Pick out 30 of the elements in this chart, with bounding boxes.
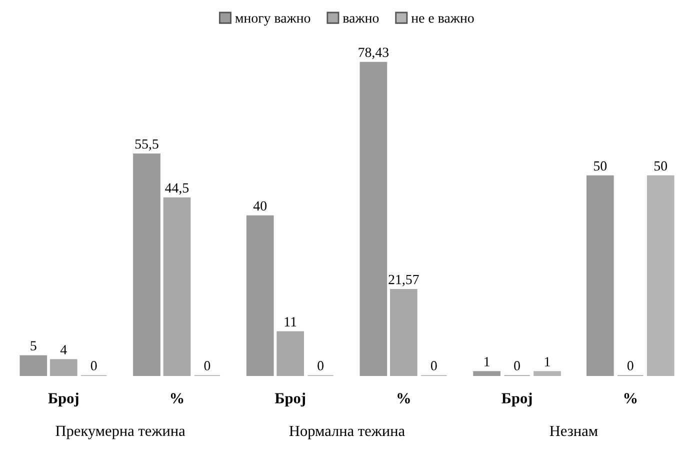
data-label: 0 bbox=[514, 361, 520, 370]
data-label: 0 bbox=[318, 361, 324, 370]
data-label: 50 bbox=[594, 161, 607, 171]
x-tick-label: Број bbox=[502, 392, 532, 407]
legend-label: важно bbox=[342, 16, 379, 23]
text: Прекумерна тежина bbox=[56, 426, 186, 440]
data-label: 4 bbox=[60, 345, 67, 354]
text: Незнам bbox=[550, 426, 598, 436]
x-tick-label: Број bbox=[274, 392, 306, 407]
x-tick-label: % bbox=[624, 393, 637, 404]
data-label: 11 bbox=[284, 317, 296, 326]
text: Нормална тежина bbox=[289, 426, 405, 440]
data-label: 0 bbox=[430, 361, 437, 370]
data-label: 44,5 bbox=[165, 183, 189, 195]
data-label: 50 bbox=[654, 161, 668, 171]
data-label: 40 bbox=[253, 201, 267, 211]
data-label: 0 bbox=[204, 361, 210, 370]
data-label: 55,5 bbox=[135, 139, 158, 151]
data-label: 21,57 bbox=[388, 274, 419, 286]
data-label: 0 bbox=[627, 361, 634, 370]
legend-label: не е важно bbox=[411, 16, 474, 23]
x-tick-label: % bbox=[398, 393, 410, 404]
legend-label: многу важно bbox=[235, 16, 310, 26]
data-label: 1 bbox=[484, 357, 490, 366]
data-label: 0 bbox=[90, 361, 97, 370]
data-label: 5 bbox=[30, 341, 36, 350]
data-label: 78,43 bbox=[358, 48, 389, 60]
x-tick-label: % bbox=[170, 393, 184, 404]
data-label: 1 bbox=[545, 357, 550, 366]
x-tick-label: Број bbox=[48, 392, 78, 407]
